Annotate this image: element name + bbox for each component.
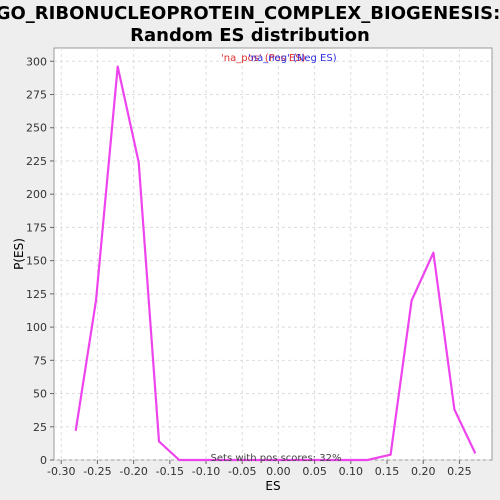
y-axis: 0 25 50 75 100 125 150 175 200 225 250 275 300 <box>26 55 54 467</box>
y-tick-label: 25 <box>33 421 47 434</box>
y-tick-label: 100 <box>26 321 47 334</box>
x-tick-label: -0.15 <box>156 465 184 478</box>
es-distribution-line <box>74 65 477 462</box>
y-tick-label: 200 <box>26 188 47 201</box>
y-axis-label: P(ES) <box>12 238 26 270</box>
x-tick-label: 0.15 <box>375 465 400 478</box>
x-tick-label: -0.25 <box>83 465 111 478</box>
x-tick-label: -0.05 <box>228 465 256 478</box>
y-tick-label: 275 <box>26 89 47 102</box>
series-group <box>74 65 477 462</box>
y-tick-label: 50 <box>33 388 47 401</box>
x-tick-label: 0.20 <box>411 465 436 478</box>
y-tick-label: 175 <box>26 221 47 234</box>
chart-title-line-1: GO_RIBONUCLEOPROTEIN_COMPLEX_BIOGENESIS: <box>0 3 500 24</box>
y-tick-label: 225 <box>26 155 47 168</box>
y-tick-label: 300 <box>26 55 47 68</box>
x-axis-label: ES <box>265 479 280 493</box>
pos-scores-annotation: Sets with pos scores: 32% <box>211 453 342 464</box>
x-tick-label: -0.30 <box>47 465 75 478</box>
y-tick-label: 250 <box>26 122 47 135</box>
x-tick-label: 0.00 <box>266 465 291 478</box>
y-tick-label: 0 <box>40 454 47 467</box>
legend-pos-entry: 'na_pos' (Pos ES) <box>221 53 306 64</box>
x-tick-label: 0.25 <box>447 465 472 478</box>
x-tick-label: 0.10 <box>339 465 364 478</box>
x-axis: -0.30 -0.25 -0.20 -0.15 -0.10 -0.05 0.00 0.05 0.… <box>47 460 472 478</box>
y-tick-label: 75 <box>33 354 47 367</box>
x-tick-label: 0.05 <box>302 465 327 478</box>
plot-area <box>53 47 493 461</box>
x-tick-label: -0.20 <box>119 465 147 478</box>
y-tick-label: 150 <box>26 255 47 268</box>
chart-title-line-2: Random ES distribution <box>130 25 370 46</box>
y-tick-label: 125 <box>26 288 47 301</box>
legend-neg-entry: 'na_neg' (Neg ES) <box>248 53 337 64</box>
x-tick-label: -0.10 <box>192 465 220 478</box>
